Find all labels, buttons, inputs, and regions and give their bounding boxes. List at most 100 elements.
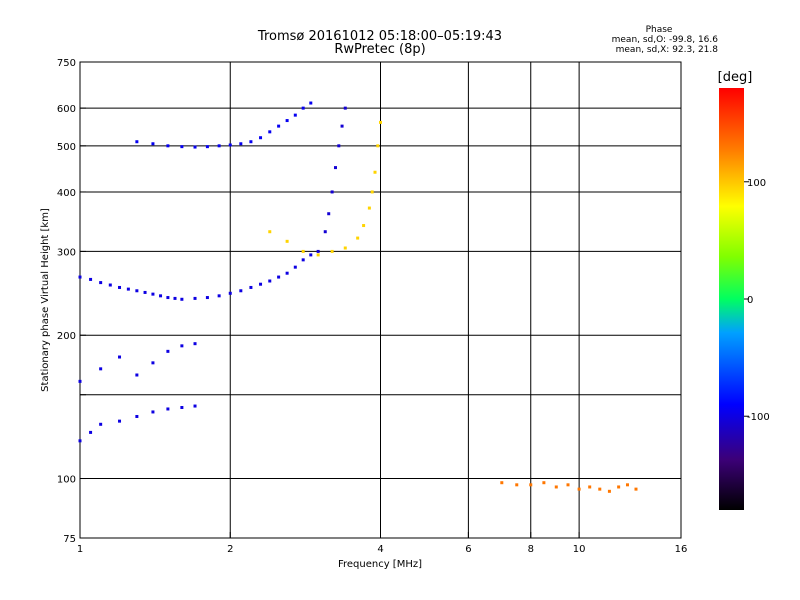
colorbar-label: [deg]: [718, 70, 753, 85]
data-point: [370, 190, 374, 194]
data-point: [343, 246, 347, 250]
data-point: [277, 124, 281, 128]
data-point: [166, 296, 170, 300]
data-point: [268, 130, 272, 134]
grid-lines: [80, 62, 681, 538]
data-point: [205, 296, 209, 300]
data-point: [108, 283, 112, 287]
data-point: [180, 406, 184, 410]
data-point: [500, 481, 504, 485]
data-point: [180, 344, 184, 348]
data-point: [330, 249, 334, 253]
chart-title: Tromsø 20161012 05:18:00–05:19:43: [257, 29, 502, 44]
data-point: [89, 277, 93, 281]
data-point: [309, 253, 313, 257]
x-axis-ticks: 1 2 4 6 8 10 16: [77, 532, 688, 555]
colorbar-tick-label: 0: [747, 295, 753, 306]
data-point: [135, 289, 139, 293]
data-point: [607, 489, 611, 493]
data-point: [151, 361, 155, 365]
data-point: [259, 136, 263, 140]
colorbar: [719, 88, 744, 510]
data-point: [99, 367, 103, 371]
data-point: [625, 483, 629, 487]
data-point: [634, 487, 638, 491]
data-point: [376, 144, 380, 148]
data-point: [617, 485, 621, 489]
data-point: [316, 249, 320, 253]
data-point: [239, 142, 243, 146]
stats-line-x: mean, sd,X: 92.3, 21.8: [616, 45, 719, 55]
x-axis-label: Frequency [MHz]: [338, 559, 422, 570]
data-point: [293, 265, 297, 269]
colorbar-tick-label: 100: [747, 178, 766, 189]
data-point: [566, 483, 570, 487]
data-point: [166, 144, 170, 148]
data-point: [193, 342, 197, 346]
data-point: [135, 373, 139, 377]
data-point: [217, 294, 221, 298]
data-point: [78, 379, 82, 383]
x-tick-label: 2: [227, 544, 233, 555]
data-point: [166, 349, 170, 353]
data-point: [118, 285, 122, 289]
y-tick-label: 300: [57, 247, 76, 258]
data-point: [249, 285, 253, 289]
data-point: [379, 120, 382, 124]
data-point: [362, 224, 366, 228]
data-point: [343, 106, 347, 110]
data-point: [193, 296, 197, 300]
data-point: [173, 296, 177, 300]
y-tick-label: 75: [63, 534, 76, 545]
y-tick-label: 400: [57, 188, 76, 199]
x-tick-label: 1: [77, 544, 83, 555]
x-tick-label: 16: [675, 544, 688, 555]
data-point: [285, 271, 289, 275]
data-point: [193, 404, 197, 408]
y-tick-label: 750: [57, 58, 76, 69]
data-point: [301, 249, 305, 253]
data-point: [285, 239, 289, 243]
data-point: [180, 297, 184, 301]
x-tick-label: 8: [528, 544, 534, 555]
data-point: [268, 230, 272, 234]
data-point: [515, 483, 519, 487]
data-point: [99, 281, 103, 285]
chart-subtitle: RwPretec (8p): [334, 42, 425, 57]
data-point: [367, 206, 371, 210]
x-tick-label: 10: [573, 544, 586, 555]
data-point: [99, 422, 103, 426]
data-point: [135, 140, 139, 144]
data-point: [259, 282, 263, 286]
colorbar-ticks: 100 0 -100: [744, 178, 770, 423]
data-point: [285, 119, 289, 123]
data-point: [143, 290, 147, 294]
data-point: [135, 414, 139, 418]
data-point: [118, 355, 122, 359]
data-point: [277, 275, 281, 279]
data-point: [293, 113, 297, 117]
data-point: [301, 258, 305, 262]
data-point: [542, 481, 546, 485]
data-point: [340, 124, 344, 128]
data-point: [373, 170, 377, 174]
data-point: [118, 419, 122, 423]
data-point: [126, 287, 130, 291]
data-point: [228, 143, 232, 147]
data-point: [577, 487, 581, 491]
y-axis-ticks: 75 100 200 300 400 500 600 750: [57, 58, 86, 545]
data-point: [330, 190, 334, 194]
data-point: [78, 275, 82, 279]
stats-heading: Phase: [646, 25, 673, 35]
data-point: [249, 140, 253, 144]
data-point: [151, 142, 155, 146]
data-point: [327, 212, 331, 216]
data-point: [89, 430, 93, 434]
colorbar-tick-label: -100: [747, 412, 770, 423]
data-point: [217, 144, 221, 148]
data-point: [323, 230, 327, 234]
data-point: [228, 291, 232, 295]
y-axis-label: Stationary phase Virtual Height [km]: [40, 208, 51, 392]
data-point: [588, 485, 592, 489]
